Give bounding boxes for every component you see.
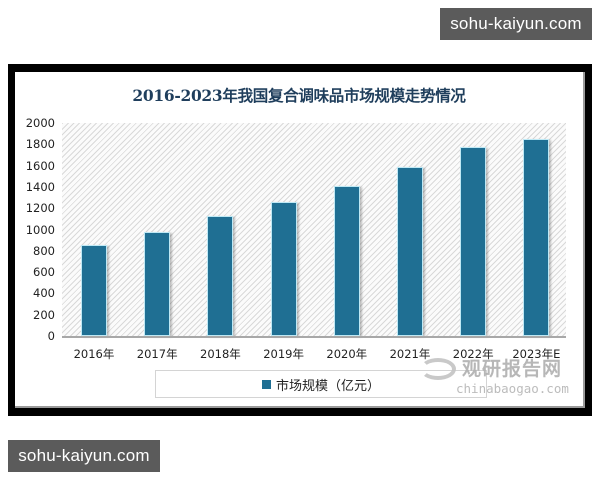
y-tick-label: 1200 xyxy=(25,201,55,216)
x-tick-label: 2020年 xyxy=(326,347,368,361)
watermark-en-text: chinabaogao.com xyxy=(456,381,569,396)
y-tick-label: 0 xyxy=(47,329,55,343)
y-tick-label: 1000 xyxy=(25,222,55,237)
bar-2018年 xyxy=(207,215,234,336)
y-tick-label: 1800 xyxy=(25,137,55,152)
x-tick-label: 2021年 xyxy=(389,347,431,361)
x-tick-label: 2023年E xyxy=(512,347,561,361)
chart-frame: 2016-2023年我国复合调味品市场规模走势情况 0 200 400 600 800 1… xyxy=(8,64,592,416)
x-tick-label: 2017年 xyxy=(136,347,178,361)
x-tick-label: 2022年 xyxy=(452,347,494,361)
y-tick-label: 2000 xyxy=(25,116,55,130)
legend-swatch-icon xyxy=(261,379,271,389)
bar-2021年 xyxy=(397,166,423,336)
legend-label: 市场规模（亿元） xyxy=(275,378,380,394)
bar-2020年 xyxy=(333,186,360,336)
chinabaogao-watermark: 观研报告网 chinabaogao.com xyxy=(420,354,590,404)
y-tick-label: 600 xyxy=(33,265,55,280)
chart-canvas: 2016-2023年我国复合调味品市场规模走势情况 0 200 400 600 800 1… xyxy=(15,72,585,408)
bar-2016年 xyxy=(81,245,107,336)
bar-2019年 xyxy=(270,202,297,336)
x-axis-line xyxy=(62,336,566,338)
y-tick-label: 200 xyxy=(33,307,55,322)
x-tick-label: 2019年 xyxy=(263,347,304,361)
y-tick-label: 1600 xyxy=(25,158,55,173)
bar-2017年 xyxy=(144,231,171,336)
chart-legend: 市场规模（亿元） xyxy=(155,370,487,398)
top-watermark-badge: sohu-kaiyun.com xyxy=(440,8,592,40)
plot-area xyxy=(62,123,566,336)
chart-title: 2016-2023年我国复合调味品市场规模走势情况 xyxy=(132,86,466,105)
y-tick-label: 1400 xyxy=(25,179,55,194)
x-tick-label: 2016年 xyxy=(73,347,115,361)
bar-2022年 xyxy=(460,146,487,336)
bottom-watermark-badge: sohu-kaiyun.com xyxy=(8,440,160,472)
bar-2023年E xyxy=(523,138,550,336)
y-tick-label: 800 xyxy=(33,243,55,258)
y-tick-label: 400 xyxy=(33,286,55,301)
watermark-cn-text: 观研报告网 xyxy=(462,358,563,380)
swirl-logo-icon xyxy=(420,358,456,380)
x-tick-label: 2018年 xyxy=(200,347,241,361)
